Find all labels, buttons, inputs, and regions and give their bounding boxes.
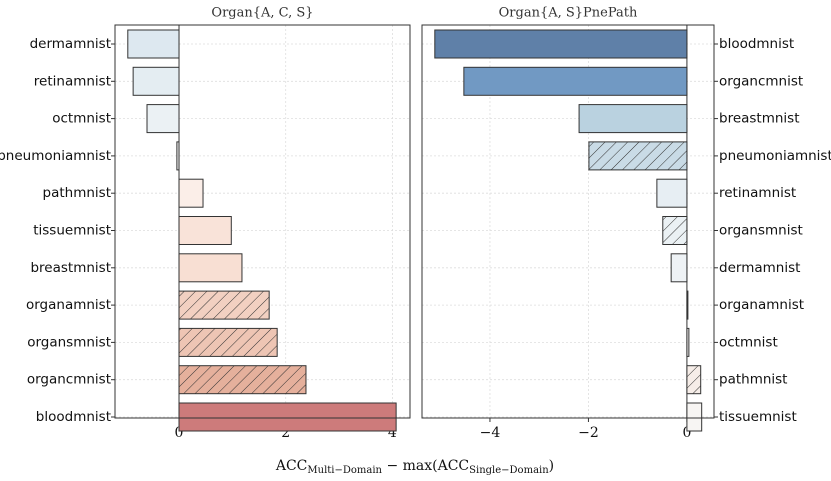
bar bbox=[686, 327, 690, 357]
bar bbox=[670, 253, 688, 283]
y-tick-label: retinamnist bbox=[34, 73, 111, 89]
x-tick-label: 2 bbox=[281, 425, 290, 441]
x-tick-label: 0 bbox=[175, 425, 184, 441]
panel-title: Organ{A, C, S} bbox=[211, 6, 313, 21]
bar bbox=[127, 29, 180, 59]
bar bbox=[686, 402, 703, 432]
x-tick-label: 4 bbox=[388, 425, 397, 441]
x-label-part: ) bbox=[549, 458, 554, 474]
y-tick-label: organamnist bbox=[26, 297, 111, 313]
bar bbox=[178, 216, 232, 245]
y-tick-label: breastmnist bbox=[30, 260, 111, 276]
y-tick-label: organcmnist bbox=[27, 372, 111, 388]
bar bbox=[146, 104, 180, 134]
y-tick-label: tissuemnist bbox=[719, 409, 797, 425]
y-tick-label: organcmnist bbox=[719, 73, 803, 89]
x-label-part: − max(ACC bbox=[382, 458, 469, 474]
y-tick-label: dermamnist bbox=[30, 36, 111, 52]
plot-frame bbox=[114, 24, 411, 419]
y-tick-label: octmnist bbox=[52, 111, 111, 127]
bar bbox=[178, 178, 204, 208]
bar bbox=[578, 104, 688, 134]
x-tick-label: −4 bbox=[480, 425, 501, 441]
y-tick-label: pneumoniamnist bbox=[719, 148, 831, 164]
y-tick-label: breastmnist bbox=[719, 111, 800, 127]
y-tick-label: organsmnist bbox=[719, 223, 803, 239]
bar-hatch bbox=[179, 365, 306, 394]
y-tick-label: pathmnist bbox=[43, 185, 111, 201]
bar bbox=[656, 178, 688, 208]
bar-hatch bbox=[179, 328, 278, 357]
bar-hatch bbox=[588, 141, 687, 170]
y-tick-label: bloodmnist bbox=[36, 409, 111, 425]
bar bbox=[176, 141, 180, 171]
bar-hatch bbox=[686, 365, 701, 394]
x-label-part: ACC bbox=[275, 458, 308, 474]
bar bbox=[686, 290, 689, 320]
y-tick-label: dermamnist bbox=[719, 260, 800, 276]
x-tick-label: 0 bbox=[682, 425, 691, 441]
x-label-subscript: Multi−Domain bbox=[307, 465, 382, 476]
bar bbox=[178, 402, 397, 432]
x-axis-label: ACCMulti−Domain − max(ACCSingle−Domain) bbox=[275, 458, 554, 476]
bar bbox=[434, 29, 688, 59]
y-tick-label: pathmnist bbox=[719, 372, 787, 388]
x-label-subscript: Single−Domain bbox=[469, 465, 549, 476]
panel-title: Organ{A, S}PnePath bbox=[499, 6, 638, 21]
bar-hatch bbox=[662, 216, 687, 245]
plot-frame bbox=[421, 24, 715, 419]
bar bbox=[132, 66, 180, 96]
y-tick-label: retinamnist bbox=[719, 185, 796, 201]
y-tick-label: organamnist bbox=[719, 297, 804, 313]
y-tick-label: tissuemnist bbox=[33, 223, 111, 239]
y-tick-label: bloodmnist bbox=[719, 36, 794, 52]
y-tick-label: organsmnist bbox=[27, 334, 111, 350]
x-tick-label: −2 bbox=[578, 425, 599, 441]
y-tick-label: octmnist bbox=[719, 334, 778, 350]
y-tick-label: pneumoniamnist bbox=[0, 148, 111, 164]
bar-hatch bbox=[179, 291, 270, 320]
bar bbox=[463, 66, 688, 96]
bar bbox=[178, 253, 243, 283]
